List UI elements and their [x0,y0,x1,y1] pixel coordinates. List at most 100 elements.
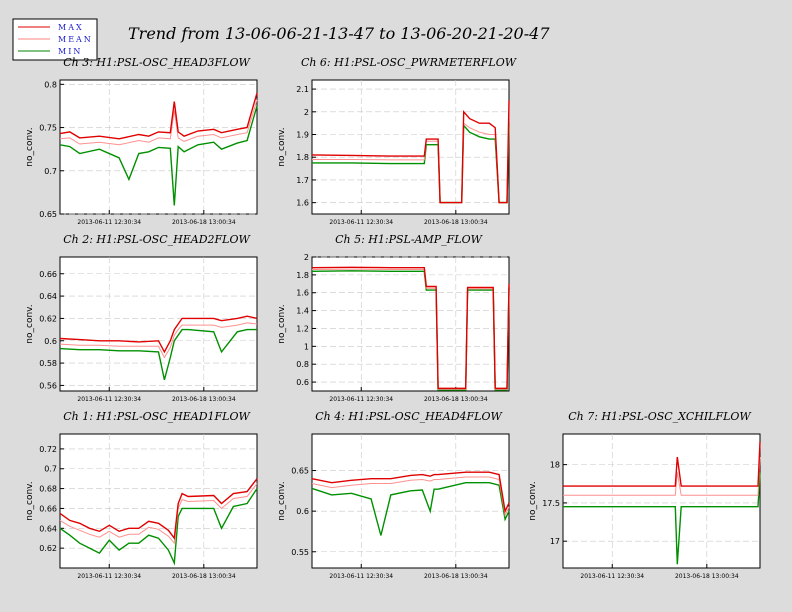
y-tick-label: 0.8 [44,80,57,89]
series-line-min [563,472,761,565]
panel-title: Ch 1: H1:PSL-OSC_HEAD1FLOW [63,410,251,423]
y-tick-label: 0.6 [296,378,309,387]
y-tick-label: 0.56 [39,381,57,390]
y-tick-label: 0.7 [44,167,57,176]
plot-area [59,256,258,392]
y-tick-label: 1.2 [296,324,309,333]
y-tick-label: 18 [550,461,560,470]
series-line-mean [563,456,761,496]
y-tick-label: 1.7 [296,176,309,185]
y-tick-label: 0.65 [39,210,57,219]
y-tick-label: 2 [304,253,309,262]
y-tick-label: 0.64 [39,292,57,301]
x-tick-label: 2013-06-18 13:00:34 [675,573,739,580]
legend-label-max: MAX [58,23,84,32]
x-tick-label: 2013-06-11 12:30:34 [77,219,141,226]
y-tick-label: 1.6 [296,199,309,208]
series-line-max [59,478,258,541]
x-tick-label: 2013-06-18 13:00:34 [172,219,236,226]
chart-panel-1: Ch 3: H1:PSL-OSC_HEAD3FLOW 0.65 0.7 0.75 0.8… [25,56,258,226]
chart-panel-7: Ch 7: H1:PSL-OSC_XCHILFLOW 17 17.5 18 2013-0… [528,410,761,580]
y-tick-label: 0.65 [291,467,309,476]
y-tick-label: 0.66 [39,504,57,513]
y-tick-label: 1 [304,342,309,351]
legend-label-min: MIN [58,47,82,56]
series-line-min [59,488,258,566]
chart-panel-5: Ch 1: H1:PSL-OSC_HEAD1FLOW 0.62 0.64 0.66 0.… [25,410,258,580]
x-tick-label: 2013-06-18 13:00:34 [424,396,488,403]
plot-area [562,433,761,569]
chart-panels: Ch 3: H1:PSL-OSC_HEAD3FLOW 0.65 0.7 0.75 0.8… [25,56,761,580]
y-axis-label: no_conv. [25,127,35,166]
series-line-max [311,471,510,514]
y-tick-label: 0.7 [44,465,57,474]
y-tick-label: 1.9 [296,131,309,140]
y-axis-label: no_conv. [277,481,287,520]
legend-label-mean: MEAN [58,35,93,44]
y-tick-label: 1.8 [296,153,309,162]
y-tick-label: 1.8 [296,271,309,280]
y-tick-label: 0.66 [39,270,57,279]
x-tick-label: 2013-06-11 12:30:34 [329,396,393,403]
series-line-mean [59,99,258,146]
series-line-max [563,441,761,487]
panel-title: Ch 6: H1:PSL-OSC_PWRMETERFLOW [301,56,518,69]
x-tick-label: 2013-06-18 13:00:34 [172,396,236,403]
y-tick-label: 0.55 [291,548,309,557]
y-tick-label: 2 [304,108,309,117]
chart-panel-6: Ch 4: H1:PSL-OSC_HEAD4FLOW 0.55 0.6 0.65 201… [277,410,510,580]
y-axis-label: no_conv. [25,304,35,343]
series-line-min [311,270,510,391]
x-tick-label: 2013-06-11 12:30:34 [77,396,141,403]
x-tick-label: 2013-06-18 13:00:34 [424,573,488,580]
plot-area [311,433,510,569]
series-line-min [311,482,510,536]
series-line-mean [311,476,510,517]
panel-title: Ch 4: H1:PSL-OSC_HEAD4FLOW [315,410,503,423]
y-tick-label: 0.58 [39,359,57,368]
y-tick-label: 0.6 [296,507,309,516]
x-tick-label: 2013-06-11 12:30:34 [580,573,644,580]
chart-panel-4: Ch 5: H1:PSL-AMP_FLOW 0.6 0.8 1 1.2 1.4 1.6 1.8… [277,233,510,403]
panel-title: Ch 2: H1:PSL-OSC_HEAD2FLOW [63,233,251,246]
y-tick-label: 17.5 [542,499,560,508]
series-line-mean [59,322,258,359]
series-line-min [59,105,258,206]
series-line-mean [59,483,258,545]
y-tick-label: 17 [550,537,560,546]
panel-title: Ch 3: H1:PSL-OSC_HEAD3FLOW [63,56,251,69]
y-tick-label: 0.6 [44,337,57,346]
y-tick-label: 1.6 [296,289,309,298]
plot-area [311,79,510,215]
y-axis-label: no_conv. [277,127,287,166]
series-line-max [59,315,258,354]
y-tick-label: 0.75 [39,124,57,133]
chart-panel-3: Ch 2: H1:PSL-OSC_HEAD2FLOW 0.56 0.58 0.6 0.6… [25,233,258,403]
series-line-max [311,100,510,204]
y-tick-label: 0.64 [39,524,57,533]
x-tick-label: 2013-06-11 12:30:34 [329,573,393,580]
plot-area [311,256,510,392]
y-tick-label: 0.8 [296,360,309,369]
x-tick-label: 2013-06-18 13:00:34 [172,573,236,580]
panel-title: Ch 5: H1:PSL-AMP_FLOW [335,233,484,246]
series-line-max [311,266,510,389]
y-axis-label: no_conv. [528,481,538,520]
x-tick-label: 2013-06-11 12:30:34 [329,219,393,226]
y-tick-label: 2.1 [296,85,309,94]
series-line-max [59,92,258,140]
y-axis-label: no_conv. [25,481,35,520]
figure-title: Trend from 13-06-06-21-13-47 to 13-06-20… [128,24,550,43]
y-tick-label: 0.62 [39,544,57,553]
y-tick-label: 0.68 [39,485,57,494]
legend: MAX MEAN MIN [12,18,98,61]
x-tick-label: 2013-06-11 12:30:34 [77,573,141,580]
panel-title: Ch 7: H1:PSL-OSC_XCHILFLOW [568,410,752,423]
y-tick-label: 0.72 [39,445,57,454]
y-tick-label: 0.62 [39,314,57,323]
y-axis-label: no_conv. [277,304,287,343]
chart-panel-2: Ch 6: H1:PSL-OSC_PWRMETERFLOW 1.6 1.7 1.8 1.… [277,56,518,226]
series-line-mean [311,268,510,390]
y-tick-label: 1.4 [296,307,309,316]
